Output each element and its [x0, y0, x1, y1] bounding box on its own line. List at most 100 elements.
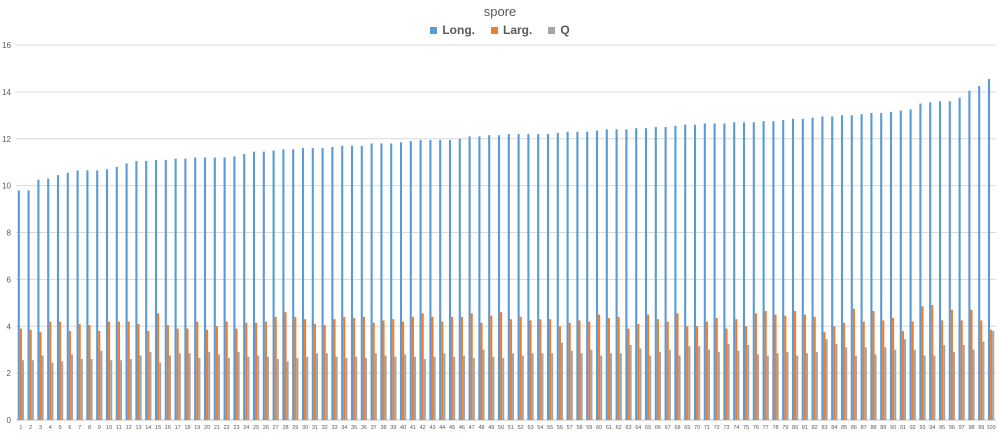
bar-long	[791, 118, 795, 420]
bar-larg	[549, 319, 552, 420]
bar-larg	[509, 319, 512, 420]
bar-long	[360, 145, 363, 420]
bar-q	[923, 355, 926, 420]
bar-larg	[29, 329, 32, 420]
bar-q	[805, 353, 809, 420]
y-tick-label: 10	[2, 182, 11, 191]
bar-long	[458, 138, 461, 420]
bar-q	[619, 353, 622, 420]
bar-larg	[313, 323, 316, 420]
bar-q	[159, 362, 162, 420]
x-tick-label: 90	[890, 425, 896, 431]
x-tick-label: 10	[106, 425, 112, 431]
bar-q	[854, 355, 858, 420]
legend-item-long: Long.	[430, 23, 475, 37]
x-tick-label: 16	[165, 425, 171, 431]
bar-q	[541, 353, 544, 420]
bar-q	[864, 347, 867, 420]
bar-long	[860, 114, 863, 420]
x-tick-label: 2	[29, 425, 32, 431]
bar-larg	[372, 322, 375, 420]
x-tick-label: 92	[910, 425, 916, 431]
x-tick-label: 71	[704, 425, 710, 431]
bar-long	[468, 136, 471, 420]
x-tick-label: 97	[959, 425, 965, 431]
bar-larg	[558, 326, 561, 420]
bar-long	[733, 122, 736, 420]
legend-label-q: Q	[560, 23, 570, 37]
bar-larg	[108, 321, 111, 420]
bar-larg	[255, 322, 258, 420]
bar-q	[678, 355, 681, 420]
bar-larg	[705, 321, 708, 420]
chart-title: spore	[483, 4, 517, 19]
bar-long	[301, 148, 305, 420]
bar-q	[325, 353, 328, 420]
bar-long	[664, 127, 667, 420]
bar-q	[962, 345, 965, 420]
x-tick-label: 78	[772, 425, 778, 431]
bar-long	[870, 112, 873, 420]
x-tick-label: 35	[351, 425, 357, 431]
x-tick-label: 21	[214, 425, 220, 431]
bar-larg	[441, 321, 444, 420]
bar-q	[110, 360, 113, 420]
x-tick-label: 59	[586, 425, 592, 431]
bar-larg	[460, 316, 463, 420]
x-tick-label: 99	[978, 425, 984, 431]
bar-larg	[568, 322, 571, 420]
legend-item-larg: Larg.	[490, 23, 532, 37]
bar-long	[546, 134, 550, 420]
bar-long	[17, 190, 20, 420]
bar-larg	[656, 319, 659, 420]
bar-q	[835, 343, 838, 420]
bar-q	[345, 357, 348, 420]
bar-q	[129, 359, 132, 420]
bar-q	[276, 359, 279, 420]
bar-larg	[264, 321, 267, 420]
y-tick-label: 16	[2, 41, 11, 50]
bar-long	[223, 157, 226, 420]
bar-q	[658, 352, 662, 420]
x-tick-label: 25	[253, 425, 259, 431]
legend-label-long: Long.	[442, 23, 475, 37]
bar-larg	[411, 316, 414, 420]
bar-q	[717, 352, 720, 420]
bar-long	[987, 78, 991, 420]
x-tick-label: 13	[135, 425, 141, 431]
bar-long	[850, 115, 853, 420]
bar-larg	[117, 321, 120, 420]
bar-q	[943, 345, 946, 420]
bar-long	[811, 117, 814, 420]
bar-q	[423, 359, 426, 420]
x-tick-label: 82	[812, 425, 818, 431]
bar-larg	[735, 319, 738, 420]
bar-larg	[892, 318, 895, 420]
bar-long	[782, 120, 785, 420]
bar-larg	[901, 330, 904, 420]
bar-larg	[206, 329, 209, 420]
x-tick-label: 64	[635, 425, 641, 431]
bar-long	[321, 148, 324, 420]
x-tick-label: 91	[900, 425, 906, 431]
bar-larg	[431, 316, 434, 420]
bar-long	[56, 175, 60, 420]
x-tick-label: 27	[273, 425, 279, 431]
x-tick-label: 79	[782, 425, 788, 431]
bar-q	[727, 343, 730, 420]
x-tick-label: 31	[312, 425, 318, 431]
bar-long	[390, 143, 393, 420]
bar-larg	[49, 321, 52, 420]
bar-long	[27, 190, 30, 420]
x-tick-label: 23	[233, 425, 239, 431]
bar-q	[913, 349, 916, 420]
bar-long	[184, 158, 187, 420]
bar-larg	[852, 308, 855, 420]
bar-larg	[862, 321, 865, 420]
bar-q	[286, 361, 289, 420]
bar-long	[674, 125, 677, 420]
x-tick-label: 89	[880, 425, 886, 431]
bar-larg	[872, 311, 875, 420]
x-tick-label: 63	[625, 425, 631, 431]
x-tick-label: 29	[292, 425, 298, 431]
